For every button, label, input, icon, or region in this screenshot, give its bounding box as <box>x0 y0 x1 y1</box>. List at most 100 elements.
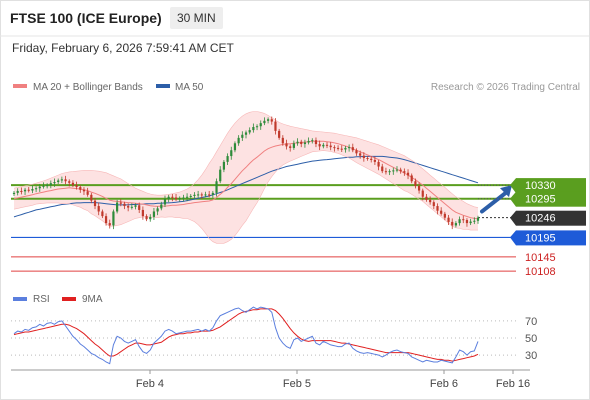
candle-body <box>314 140 318 145</box>
candle-body <box>156 208 159 212</box>
candle-body <box>414 181 417 186</box>
candle-body <box>255 126 259 128</box>
candle-body <box>204 194 207 196</box>
level-label-10108: 10108 <box>525 266 556 278</box>
instrument-title: FTSE 100 (ICE Europe) <box>10 10 162 26</box>
legend-swatch-ma50 <box>156 84 170 88</box>
bollinger-band-fill <box>14 111 478 244</box>
candle-body <box>163 199 167 205</box>
candle-body <box>333 147 336 149</box>
candle-body <box>171 196 174 198</box>
candle-body <box>392 170 395 172</box>
candle-body <box>46 185 49 187</box>
candle-body <box>42 185 45 187</box>
legend-swatch-9ma <box>62 297 76 301</box>
candle-body <box>322 144 325 147</box>
x-axis: Feb 4 Feb 5 Feb 6 Feb 16 <box>136 370 530 390</box>
candle-body <box>340 148 343 150</box>
candle-body <box>399 169 402 172</box>
candle-body <box>473 220 476 222</box>
candle-body <box>189 195 192 197</box>
candle-body <box>222 161 226 170</box>
candle-body <box>417 185 421 191</box>
rsi-legend: RSI 9MA <box>13 294 103 305</box>
rsi-tick-label-70: 70 <box>525 316 537 328</box>
candle-body <box>351 147 354 151</box>
candle-body <box>20 190 23 192</box>
level-box-10330 <box>516 178 586 194</box>
candle-body <box>38 186 41 189</box>
candle-body <box>215 181 218 193</box>
candle-body <box>197 194 200 196</box>
candle-body <box>406 172 410 176</box>
candle-body <box>97 206 100 212</box>
candle-body <box>263 120 266 124</box>
forecast-arrow-shaft <box>480 189 510 214</box>
candle-body <box>403 171 406 173</box>
candle-body <box>86 191 89 195</box>
candle-body <box>219 169 222 182</box>
candle-body <box>440 210 443 214</box>
candle-body <box>373 159 376 162</box>
price-levels <box>11 184 516 272</box>
candle-body <box>112 211 115 226</box>
candle-body <box>425 196 428 200</box>
candle-body <box>75 185 78 188</box>
candle-body <box>64 179 67 182</box>
candle-body <box>296 141 299 144</box>
candle-body <box>362 155 365 158</box>
candle-body <box>458 219 461 224</box>
level-box-pointer <box>510 210 516 226</box>
candle-body <box>241 134 244 138</box>
candle-body <box>145 216 148 220</box>
rsi-9ma-line <box>13 308 479 362</box>
candle-body <box>311 140 314 142</box>
candle-body <box>104 216 108 224</box>
candle-body <box>119 202 122 204</box>
candle-body <box>281 137 284 144</box>
level-label-10246: 10246 <box>525 213 556 225</box>
x-tick-label: Feb 16 <box>496 378 530 390</box>
candle-body <box>325 144 329 146</box>
copyright-text: Research © 2026 Trading Central <box>431 82 580 93</box>
candle-body <box>141 209 144 217</box>
candle-body <box>359 153 362 156</box>
candle-body <box>93 200 97 207</box>
candle-body <box>469 221 472 224</box>
level-label-10195: 10195 <box>525 232 556 244</box>
forecast-arrow-head <box>500 185 512 198</box>
rsi-tick-label-50: 50 <box>525 333 537 345</box>
candle-body <box>270 119 273 122</box>
legend-label-rsi: RSI <box>33 294 50 305</box>
candle-body <box>49 183 52 186</box>
timeframe-badge[interactable]: 30 MIN <box>170 7 223 29</box>
candle-body <box>134 205 137 207</box>
candle-body <box>388 171 391 173</box>
candle-body <box>31 189 34 191</box>
candle-body <box>303 142 307 145</box>
candle-body <box>127 206 130 208</box>
candle-body <box>266 119 270 121</box>
legend-swatch-rsi <box>13 297 27 301</box>
candle-body <box>237 137 240 144</box>
candle-body <box>82 189 86 192</box>
legend-label-9ma: 9MA <box>82 294 103 305</box>
candle-body <box>68 181 71 183</box>
candle-body <box>108 223 111 226</box>
candle-body <box>130 206 133 208</box>
candle-body <box>252 127 255 131</box>
forecast-arrow <box>478 184 516 214</box>
candle-body <box>447 217 450 222</box>
candle-body <box>248 130 251 133</box>
legend-label-ma20: MA 20 + Bollinger Bands <box>33 82 143 93</box>
candle-body <box>193 194 196 196</box>
candle-body <box>174 197 178 200</box>
candle-body <box>71 182 75 186</box>
candle-body <box>348 147 351 149</box>
candle-body <box>138 205 141 210</box>
chart-header: FTSE 100 (ICE Europe) 30 MIN <box>0 0 588 36</box>
candle-body <box>208 194 211 196</box>
candle-body <box>292 143 295 148</box>
candle-body <box>381 166 384 172</box>
candle-body <box>465 220 469 224</box>
